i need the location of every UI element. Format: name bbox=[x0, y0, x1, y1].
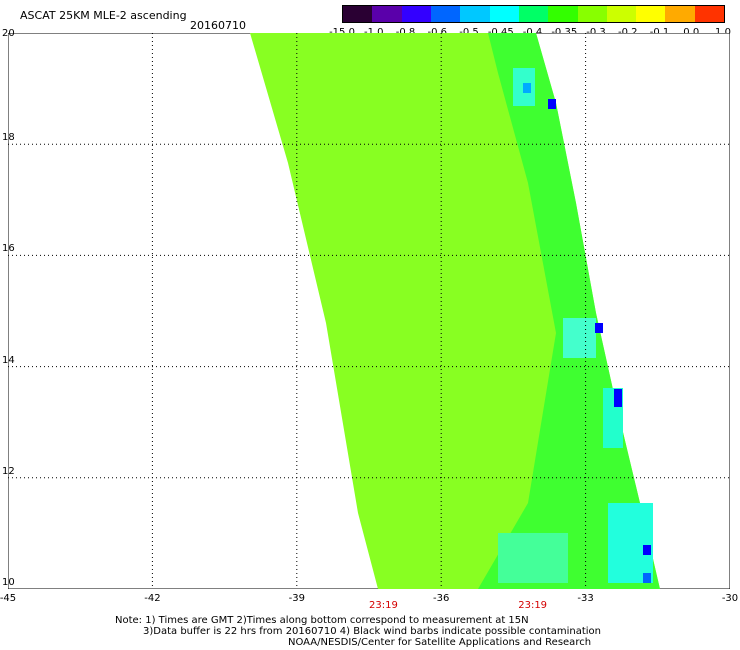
blue-spot bbox=[548, 99, 556, 109]
lon-tick-label: -39 bbox=[288, 593, 305, 604]
colorbar-swatch bbox=[460, 6, 490, 22]
time-label: 23:19 bbox=[518, 600, 548, 611]
lat-tick-label: 20 bbox=[2, 28, 15, 39]
cyan-patch bbox=[608, 503, 653, 583]
blue-spot bbox=[523, 83, 531, 93]
colorbar-swatch bbox=[401, 6, 431, 22]
colorbar-swatch bbox=[343, 6, 373, 22]
map-date: 20160710 bbox=[190, 19, 246, 32]
lat-tick-label: 10 bbox=[2, 577, 15, 588]
colorbar-swatch bbox=[606, 6, 637, 22]
colorbar-swatch bbox=[372, 6, 402, 22]
note-line-2: 3)Data buffer is 22 hrs from 20160710 4)… bbox=[143, 626, 601, 637]
blue-spot bbox=[595, 323, 603, 333]
colorbar-swatch bbox=[518, 6, 549, 22]
colorbar bbox=[342, 5, 725, 23]
lat-tick-label: 16 bbox=[2, 243, 15, 255]
lat-tick-label: 18 bbox=[2, 132, 15, 144]
note-line-1: Note: 1) Times are GMT 2)Times along bot… bbox=[115, 615, 529, 626]
colorbar-swatch bbox=[665, 6, 695, 22]
cyan-patch bbox=[498, 533, 568, 583]
colorbar-swatch bbox=[548, 6, 578, 22]
lat-tick-label: 14 bbox=[2, 354, 15, 366]
time-label: 23:19 bbox=[369, 600, 398, 611]
blue-spot bbox=[614, 389, 622, 407]
lon-tick-label: -45 bbox=[0, 593, 17, 604]
blue-spot bbox=[643, 545, 651, 555]
colorbar-swatch bbox=[694, 6, 725, 22]
colorbar-swatch bbox=[577, 6, 607, 22]
lat-tick-label: 12 bbox=[2, 465, 15, 477]
colorbar-swatch bbox=[489, 6, 519, 22]
lon-tick-label: -30 bbox=[721, 593, 739, 604]
swath-edge-band bbox=[478, 33, 660, 589]
note-line-3: NOAA/NESDIS/Center for Satellite Applica… bbox=[288, 637, 592, 648]
map-title: ASCAT 25KM MLE-2 ascending bbox=[20, 9, 187, 22]
lon-tick-label: -33 bbox=[577, 593, 594, 604]
notes: Note: 1) Times are GMT 2)Times along bot… bbox=[115, 615, 601, 648]
cyan-patch bbox=[563, 318, 596, 358]
map-plot bbox=[8, 33, 730, 589]
grid-lines bbox=[8, 33, 730, 589]
swath-layer bbox=[8, 33, 730, 589]
lon-tick-label: -42 bbox=[144, 593, 161, 604]
colorbar-swatch bbox=[430, 6, 461, 22]
blue-spot bbox=[643, 573, 651, 583]
colorbar-swatch bbox=[636, 6, 666, 22]
lon-tick-label: -36 bbox=[433, 593, 450, 604]
